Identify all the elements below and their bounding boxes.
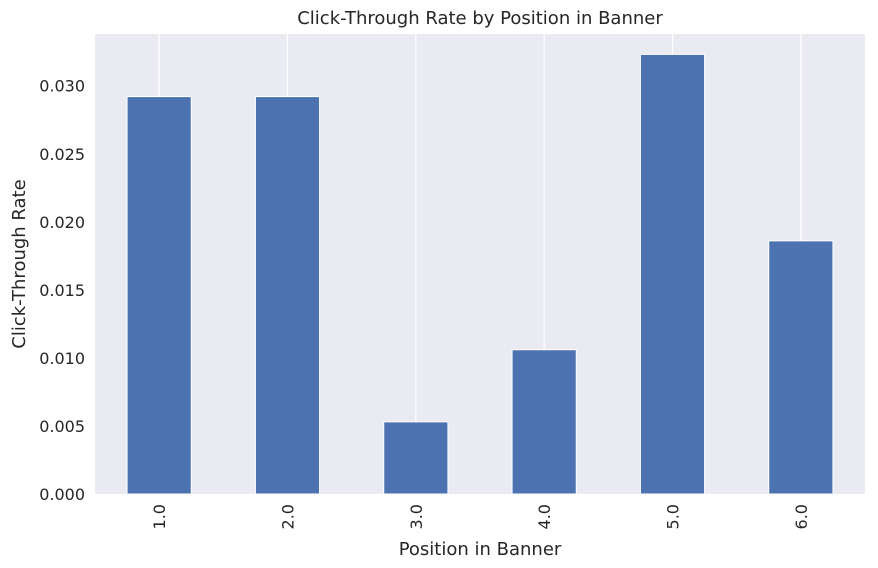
y-tick-label: 0.025 bbox=[39, 145, 85, 164]
y-tick-label: 0.020 bbox=[39, 213, 85, 232]
bar bbox=[383, 421, 449, 495]
chart-title: Click-Through Rate by Position in Banner bbox=[297, 8, 663, 29]
x-tick-label: 2.0 bbox=[279, 504, 298, 529]
y-axis-ticks: 0.000 0.005 0.010 0.015 0.020 0.025 0.030 bbox=[39, 77, 85, 504]
x-tick-label: 1.0 bbox=[150, 504, 169, 529]
bar bbox=[768, 240, 834, 495]
bar bbox=[254, 96, 321, 495]
y-axis-label: Click-Through Rate bbox=[9, 179, 30, 348]
y-tick-label: 0.015 bbox=[39, 281, 85, 300]
x-tick-label: 6.0 bbox=[792, 504, 811, 529]
bars bbox=[126, 53, 834, 495]
y-tick-label: 0.005 bbox=[39, 417, 85, 436]
y-tick-label: 0.010 bbox=[39, 349, 85, 368]
x-tick-label: 4.0 bbox=[535, 504, 554, 529]
x-tick-label: 3.0 bbox=[407, 504, 426, 529]
y-tick-label: 0.030 bbox=[39, 77, 85, 96]
bar bbox=[511, 349, 577, 495]
bar bbox=[639, 53, 706, 495]
x-tick-label: 5.0 bbox=[664, 504, 683, 529]
bar bbox=[126, 96, 192, 495]
plot-area bbox=[95, 34, 865, 494]
x-axis-label: Position in Banner bbox=[399, 539, 562, 560]
x-axis-ticks: 1.0 2.0 3.0 4.0 5.0 6.0 bbox=[150, 504, 811, 529]
y-tick-label: 0.000 bbox=[39, 485, 85, 504]
